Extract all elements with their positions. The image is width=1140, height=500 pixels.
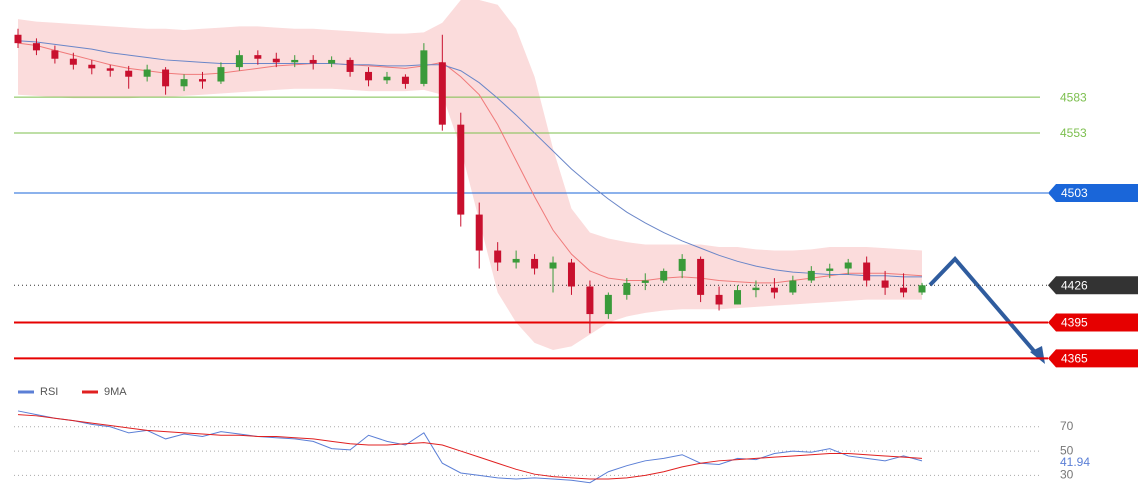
candle-body [51, 50, 59, 59]
candle-body [32, 43, 40, 51]
level-label: 4426 [1061, 278, 1088, 292]
candle-body [438, 62, 446, 125]
candle-body [660, 270, 668, 281]
candle-body [254, 55, 262, 59]
candle-body [383, 76, 391, 81]
legend-label: RSI [40, 386, 58, 398]
candle-body [217, 67, 225, 82]
candle-body [198, 79, 206, 82]
candle-body [106, 68, 114, 71]
candle-body [697, 258, 705, 295]
candle-body [789, 280, 797, 293]
level-label: 4395 [1061, 316, 1088, 330]
candle-body [863, 262, 871, 281]
candle-body [623, 282, 631, 295]
legend-label: 9MA [104, 386, 127, 398]
level-label: 4503 [1061, 186, 1088, 200]
candle-body [531, 258, 539, 269]
level-tag [1048, 313, 1138, 332]
candle-body [752, 287, 760, 291]
candle-body [69, 58, 77, 65]
candle-body [494, 250, 502, 263]
candle-body [291, 59, 299, 63]
candle-body [900, 287, 908, 293]
candle-body [235, 55, 243, 68]
candle-body [844, 262, 852, 269]
bollinger-band [18, 0, 922, 351]
indicator-line [17, 410, 923, 484]
candle-body [567, 262, 575, 287]
candle-body [678, 258, 686, 271]
candle-body [807, 270, 815, 281]
candle-body [715, 294, 723, 305]
last-value-label: 41.94 [1060, 455, 1090, 469]
y-tick-label: 70 [1060, 419, 1074, 433]
candle-body [180, 79, 188, 87]
forecast-arrowhead [1030, 346, 1045, 364]
candle-body [604, 294, 612, 315]
candle-body [125, 70, 133, 77]
candle-body [826, 268, 834, 271]
candle-body [272, 58, 280, 63]
candle-body [162, 69, 170, 87]
indicator-line [17, 414, 923, 480]
forecast-arrow [928, 256, 1042, 360]
candle-body [475, 214, 483, 251]
candle-body [346, 59, 354, 72]
moving-average [17, 40, 922, 278]
level-tag [1048, 183, 1138, 202]
candle-body [512, 258, 520, 263]
candle-body [641, 280, 649, 283]
candle-body [401, 76, 409, 84]
candle-body [549, 262, 557, 269]
candle-body [586, 286, 594, 315]
candle-body [365, 71, 373, 81]
candle-body [734, 290, 742, 305]
y-tick-label: 30 [1060, 468, 1074, 482]
candle-body [457, 124, 465, 215]
candle-body [88, 64, 96, 69]
level-label: 4583 [1060, 90, 1087, 104]
level-tag [1048, 349, 1138, 368]
candle-body [328, 59, 336, 64]
candle-body [14, 34, 22, 44]
candle-body [143, 69, 151, 77]
level-tag [1048, 276, 1138, 295]
y-tick-label: 50 [1060, 443, 1074, 457]
candle-body [918, 285, 926, 293]
candle-body [770, 287, 778, 293]
candle-body [309, 59, 317, 64]
level-label: 4553 [1060, 126, 1087, 140]
level-label: 4365 [1061, 352, 1088, 366]
candle-body [420, 50, 428, 84]
candle-body [881, 280, 889, 288]
